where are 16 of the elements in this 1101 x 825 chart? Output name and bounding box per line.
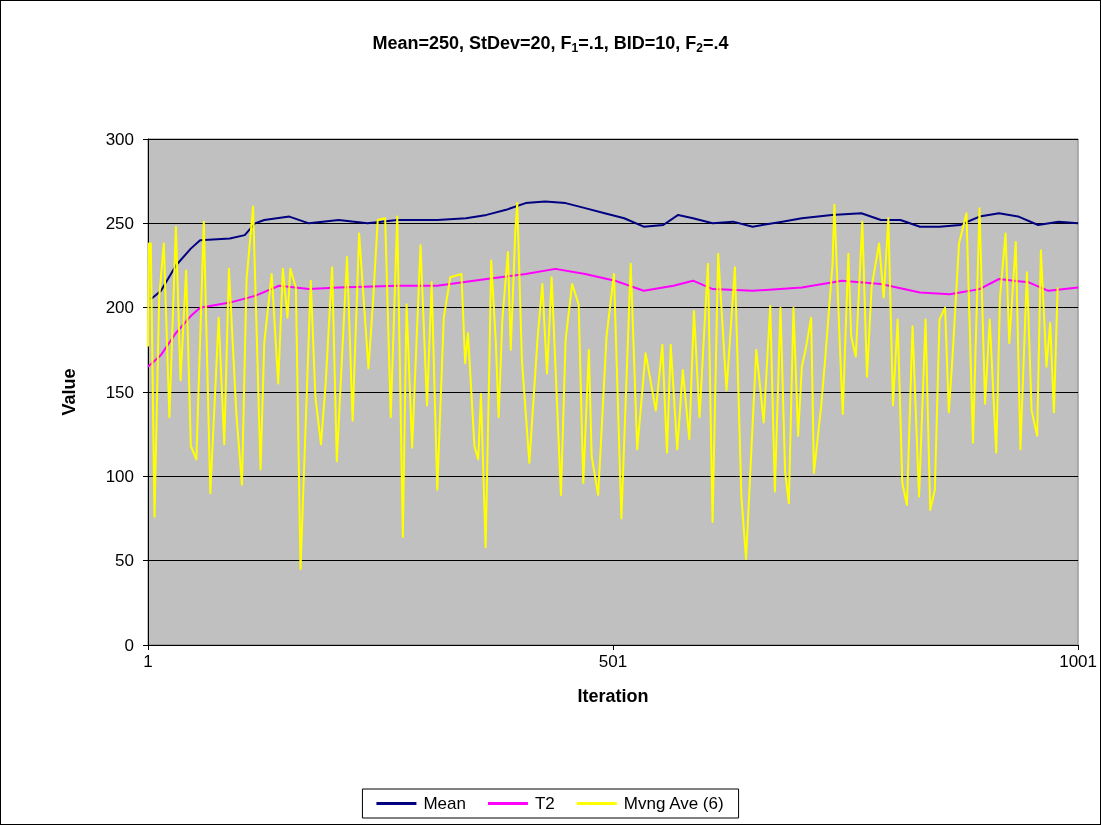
y-tick-label: 100: [105, 466, 134, 486]
x-tick-label: 1001: [1059, 652, 1097, 671]
y-tick-label: 250: [105, 213, 134, 233]
y-axis-title: Value: [59, 368, 79, 416]
y-tick-label: 50: [115, 551, 134, 571]
y-tick-label: 300: [105, 129, 134, 149]
legend-label: Mvng Ave (6): [623, 794, 724, 813]
legend-label: T2: [534, 794, 555, 813]
y-tick-label: 150: [105, 382, 134, 402]
x-tick-label: 501: [598, 652, 628, 671]
x-axis-title: Iteration: [577, 686, 649, 706]
x-tick-label: 1: [143, 652, 153, 671]
y-tick-label: 200: [105, 298, 134, 318]
y-tick-label: 0: [124, 635, 134, 655]
legend-label: Mean: [423, 794, 466, 813]
line-series: [147, 202, 1059, 571]
